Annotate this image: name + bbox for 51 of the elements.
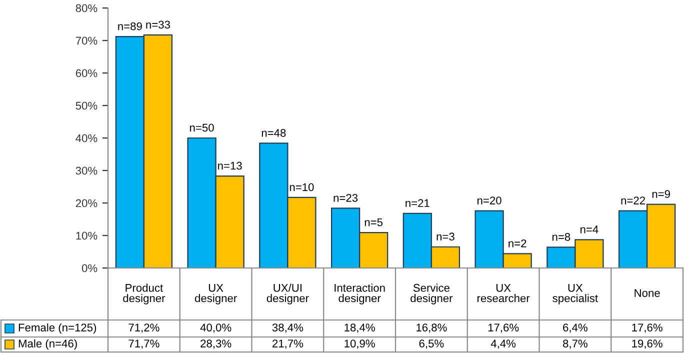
annotation: n=48 bbox=[262, 128, 286, 137]
annotation: n=3 bbox=[436, 232, 454, 241]
y-tick-label: 0% bbox=[82, 264, 98, 272]
data-label: 4,4% bbox=[490, 340, 516, 349]
legend-label: Female (n=125) bbox=[18, 323, 96, 334]
data-label: 21,7% bbox=[272, 340, 304, 349]
annotation: n=33 bbox=[146, 20, 170, 29]
data-label: 71,7% bbox=[128, 340, 160, 349]
y-tick-label: 70% bbox=[76, 36, 98, 45]
data-label: 17,6% bbox=[632, 324, 662, 333]
y-tick-label: 40% bbox=[76, 134, 98, 142]
data-label: 18,4% bbox=[344, 324, 375, 333]
data-label: 71,2% bbox=[128, 324, 160, 333]
annotation: n=23 bbox=[334, 194, 358, 202]
data-label: 16,8% bbox=[416, 324, 447, 333]
data-label: 17,6% bbox=[488, 324, 519, 333]
x-tick-label: UX specialist bbox=[552, 284, 598, 304]
y-tick-label: 80% bbox=[76, 4, 98, 12]
x-tick-label: None bbox=[634, 289, 660, 297]
x-tick-label: Interaction designer bbox=[334, 284, 385, 304]
x-tick-label: Service designer bbox=[410, 284, 453, 304]
annotation: n=2 bbox=[508, 239, 526, 248]
data-label: 19,6% bbox=[632, 340, 662, 349]
x-tick-label: UX researcher bbox=[478, 284, 530, 302]
annotation: n=13 bbox=[218, 162, 242, 170]
annotation: n=22 bbox=[621, 196, 646, 204]
x-tick-label: UX/UI designer bbox=[266, 284, 309, 304]
y-tick-label: 30% bbox=[76, 166, 98, 175]
y-tick-label: 10% bbox=[76, 232, 98, 240]
annotation: n=10 bbox=[290, 183, 314, 192]
annotation: n=5 bbox=[364, 218, 383, 226]
y-tick-label: 60% bbox=[76, 69, 98, 78]
data-label: 28,3% bbox=[200, 340, 232, 349]
data-label: 10,9% bbox=[344, 340, 375, 349]
annotation: n=9 bbox=[652, 190, 670, 198]
y-tick-label: 20% bbox=[76, 199, 98, 208]
annotation: n=20 bbox=[478, 196, 502, 204]
annotation: n=50 bbox=[190, 124, 214, 132]
data-label: 6,4% bbox=[563, 324, 588, 333]
annotation: n=89 bbox=[118, 22, 142, 30]
x-tick-label: Product designer bbox=[123, 284, 166, 304]
x-tick-label: UX designer bbox=[194, 284, 237, 304]
annotation: n=4 bbox=[580, 226, 598, 234]
data-label: 40,0% bbox=[200, 324, 232, 333]
legend-label: Male (n=46) bbox=[18, 339, 77, 350]
y-tick-label: 50% bbox=[76, 102, 98, 110]
data-label: 6,5% bbox=[419, 340, 444, 349]
data-label: 8,7% bbox=[563, 340, 588, 349]
annotation: n=8 bbox=[552, 232, 570, 241]
annotation: n=21 bbox=[406, 199, 430, 207]
data-label: 38,4% bbox=[272, 324, 304, 333]
